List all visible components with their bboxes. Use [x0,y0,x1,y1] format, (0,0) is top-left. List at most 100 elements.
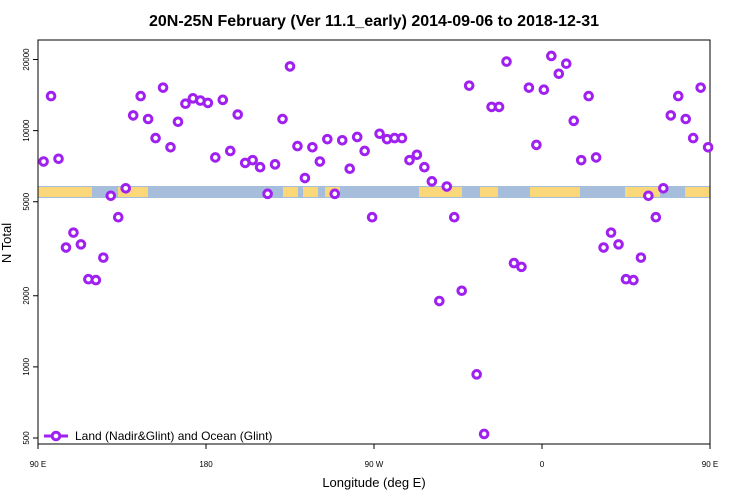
data-point [426,176,438,187]
data-point [471,369,482,380]
data-point [583,90,594,102]
data-point [538,84,550,96]
data-point [38,156,49,167]
y-tick-label: 5000 [22,192,31,210]
data-point [628,274,639,286]
data-point [635,252,647,263]
data-point [105,190,117,202]
data-point [75,239,87,250]
map-band [38,186,710,198]
data-point [546,50,557,62]
data-point [643,190,654,202]
data-point [217,94,229,106]
data-point [396,132,408,144]
data-point [374,128,385,140]
data-point [269,159,281,170]
data-point [560,58,572,69]
land-segment [303,187,318,197]
data-point [53,153,64,165]
data-point [112,211,124,223]
data-point [366,211,378,223]
data-point [262,188,273,200]
data-point [687,132,699,144]
data-point [344,163,356,174]
land-segment [530,187,580,197]
data-point [98,252,109,263]
data-point [575,154,587,166]
data-point [516,261,527,273]
data-point [650,211,662,223]
data-point [702,141,714,153]
data-point [284,61,296,72]
y-tick-label: 500 [22,431,31,445]
chart-title: 20N-25N February (Ver 11.1_early) 2014-0… [149,13,599,30]
data-point [531,139,542,151]
data-point [590,152,602,163]
data-point [493,101,505,113]
x-tick-label: 90 E [30,460,46,469]
data-point [232,109,244,120]
data-point [172,116,184,128]
data-point [456,285,468,297]
land-segment [38,187,92,197]
y-tick-label: 1000 [22,357,31,375]
data-point [680,113,692,125]
x-tick-label: 90 W [365,460,384,469]
data-point [210,152,221,163]
data-point [404,154,415,166]
data-point [329,188,341,200]
data-point [568,115,580,127]
land-segment [480,187,498,197]
data-point [658,182,669,194]
data-point [336,134,348,146]
data-point [68,227,79,238]
x-tick-label: 90 E [702,460,718,469]
data-point [135,90,146,102]
data-point [60,242,72,253]
data-point [419,161,430,173]
y-axis: 500 1000 2000 5000 10000 20000 [22,48,38,445]
legend-label: Land (Nadir&Glint) and Ocean (Glint) [75,429,272,443]
data-point [127,110,139,121]
data-point [553,68,565,80]
data-point [202,97,214,109]
x-axis-label: Longitude (deg E) [322,475,425,490]
data-point [224,145,236,157]
data-point [165,141,176,153]
data-point [277,113,288,125]
data-point [180,98,191,110]
data-point [613,239,624,250]
data-point [598,242,609,253]
data-point [299,172,311,184]
data-point [314,156,326,167]
data-point [292,140,303,152]
land-segment [685,187,710,197]
data-point [478,428,490,440]
data-point [351,131,363,143]
legend: Land (Nadir&Glint) and Ocean (Glint) [44,429,272,443]
x-axis: 90 E 180 90 W 0 90 E [30,444,718,469]
data-point [90,274,102,286]
data-point [247,154,258,166]
data-point [254,161,266,173]
land-segment [118,187,148,197]
data-point [434,295,445,307]
data-point [695,82,706,93]
land-segment [419,187,462,197]
data-point [150,132,161,144]
data-point [463,80,475,91]
land-segment [625,187,660,197]
data-points [38,50,714,440]
legend-marker [50,430,62,442]
data-point [322,133,333,145]
data-point [157,82,169,93]
data-point [441,181,453,192]
data-point [448,211,460,223]
y-tick-label: 2000 [22,286,31,304]
data-point [45,90,57,102]
x-tick-label: 180 [199,460,213,469]
y-tick-label: 10000 [22,119,31,142]
data-point [605,227,617,238]
data-point [120,182,132,194]
